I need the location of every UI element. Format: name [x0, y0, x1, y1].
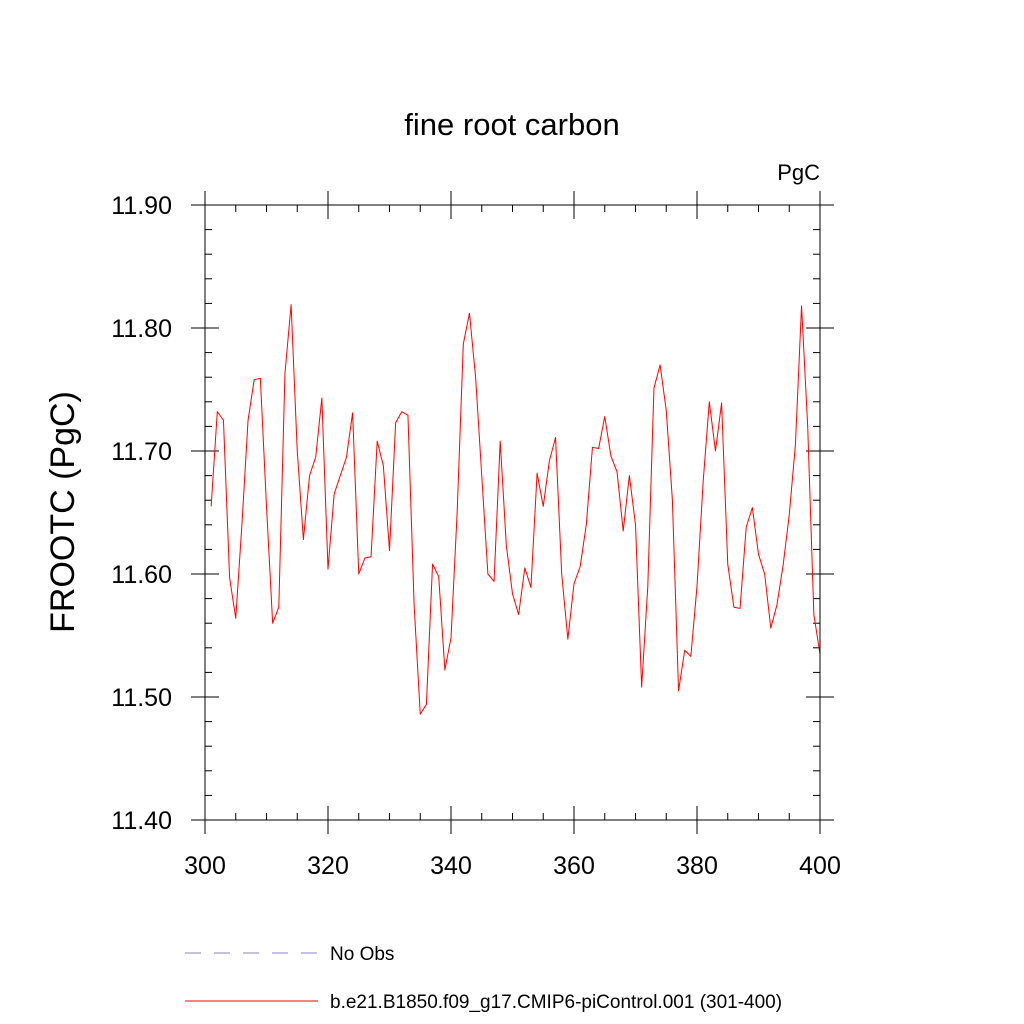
x-tick-label: 380	[676, 852, 718, 880]
y-tick-label: 11.50	[111, 684, 172, 712]
series-line-1	[210, 304, 821, 715]
y-tick-label: 11.40	[111, 807, 172, 835]
x-tick-label: 300	[184, 852, 226, 880]
x-tick-label: 340	[430, 852, 472, 880]
axis-ticks	[191, 191, 834, 834]
y-tick-label: 11.60	[111, 561, 172, 589]
legend-label-picontrol: b.e21.B1850.f09_g17.CMIP6-piControl.001 …	[330, 992, 782, 1013]
series-layer	[210, 304, 821, 715]
plot-frame	[204, 204, 821, 821]
x-tick-labels: 300 320 340 360 380 400	[184, 852, 841, 880]
y-axis-label: FROOTC (PgC)	[44, 391, 82, 633]
x-tick-label: 400	[799, 852, 841, 880]
y-tick-label: 11.90	[111, 192, 172, 220]
x-tick-label: 360	[553, 852, 595, 880]
y-tick-labels: 11.40 11.50 11.60 11.70 11.80 11.90	[111, 192, 172, 835]
y-tick-label: 11.80	[111, 315, 172, 343]
legend: No Obs b.e21.B1850.f09_g17.CMIP6-piContr…	[185, 944, 782, 1013]
x-tick-label: 320	[307, 852, 349, 880]
y-tick-label: 11.70	[111, 438, 172, 466]
legend-label-no-obs: No Obs	[330, 944, 394, 965]
chart-title: fine root carbon	[404, 107, 619, 142]
units-label: PgC	[777, 160, 820, 185]
